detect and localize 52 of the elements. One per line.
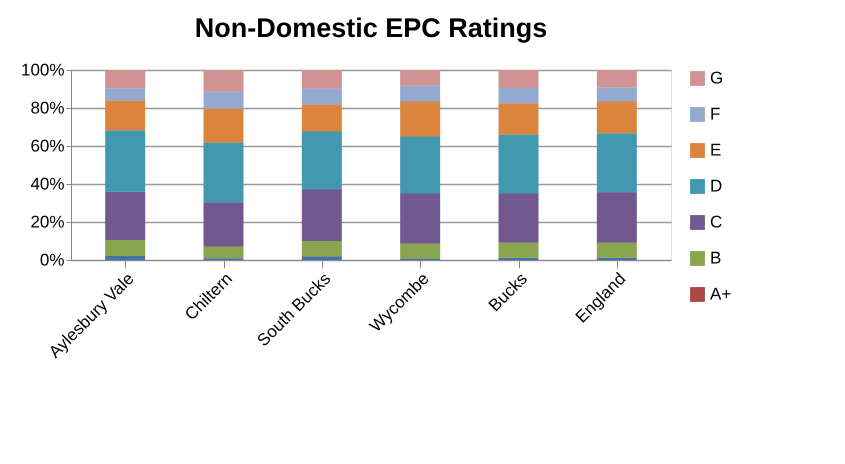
bar — [400, 86, 440, 102]
bar — [105, 192, 146, 240]
bar — [204, 142, 244, 202]
legend-label: A+ — [710, 284, 732, 304]
legend-label: G — [710, 68, 724, 88]
bar — [400, 244, 440, 259]
bar — [204, 108, 244, 143]
bar — [302, 241, 342, 256]
bar — [596, 242, 637, 258]
bar — [204, 202, 244, 247]
y-tick-label: 80% — [30, 98, 64, 118]
bar — [400, 70, 440, 86]
bar — [498, 194, 538, 243]
bar — [302, 256, 342, 260]
bar — [105, 256, 146, 260]
bar — [302, 70, 342, 89]
bar — [596, 133, 637, 192]
bar — [204, 246, 244, 258]
bar — [105, 100, 146, 130]
bar — [105, 88, 146, 101]
y-tick-label: 40% — [30, 174, 64, 194]
bar — [498, 70, 538, 88]
bar — [302, 190, 342, 241]
bar — [596, 192, 637, 243]
bar — [596, 70, 637, 88]
bar — [204, 70, 244, 92]
y-tick-label: 20% — [30, 212, 64, 232]
y-tick-label: 60% — [30, 136, 64, 156]
bar — [204, 92, 244, 109]
bar — [498, 88, 538, 104]
bar — [302, 132, 342, 190]
bar — [498, 134, 538, 194]
bar — [302, 104, 342, 132]
y-tick-label: 0% — [40, 250, 64, 270]
bar — [302, 88, 342, 105]
bar — [400, 194, 440, 244]
y-tick-label: 100% — [21, 60, 64, 80]
bar — [400, 136, 440, 194]
legend-label: F — [710, 104, 720, 124]
legend-label: B — [710, 248, 722, 268]
bar — [498, 242, 538, 258]
bar — [105, 130, 146, 192]
bar — [498, 103, 538, 135]
chart-title: Non-Domestic EPC Ratings — [194, 13, 548, 43]
bar — [596, 87, 637, 102]
legend-label: E — [710, 140, 722, 160]
legend-label: C — [710, 212, 722, 232]
bar — [400, 102, 440, 136]
bar — [105, 240, 146, 256]
bar — [596, 102, 637, 134]
bar — [105, 70, 146, 88]
legend-label: D — [710, 176, 722, 196]
